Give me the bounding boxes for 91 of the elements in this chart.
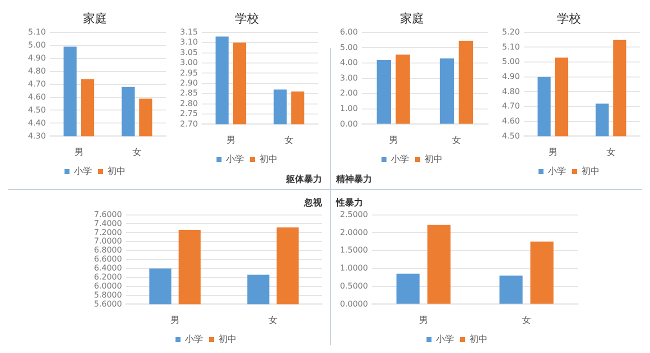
y-tick-label: 3.10 — [180, 38, 198, 47]
y-tick-label: 2.95 — [180, 68, 198, 78]
chart-title: 性暴力 — [335, 198, 363, 209]
legend-label: 小学 — [548, 166, 566, 177]
bar — [396, 54, 410, 124]
chart-title: 学校 — [235, 11, 259, 26]
y-tick-label: 5.00 — [340, 42, 358, 52]
x-tick-label: 男 — [548, 146, 558, 158]
legend-label: 初中 — [470, 334, 488, 345]
y-tick-label: 4.60 — [28, 92, 46, 102]
y-tick-label: 4.50 — [28, 105, 46, 114]
legend-label: 初中 — [582, 166, 600, 177]
legend-label: 小学 — [391, 154, 409, 165]
y-tick-label: 6.8000 — [94, 246, 122, 255]
y-tick-label: 2.85 — [180, 88, 198, 98]
y-tick-label: 6.4000 — [94, 264, 122, 273]
y-tick-label: 6.6000 — [94, 254, 122, 264]
y-tick-label: 2.5000 — [340, 210, 368, 219]
y-tick-label: 5.20 — [502, 27, 520, 36]
bar — [427, 224, 451, 304]
chart-title: 家庭 — [83, 11, 107, 26]
legend-label: 小学 — [74, 166, 92, 177]
y-tick-label: 4.70 — [502, 102, 520, 111]
text: 精神暴力 — [335, 174, 372, 185]
y-tick-label: 0.5000 — [340, 281, 368, 290]
legend-label: 小学 — [185, 334, 203, 345]
y-tick-label: 6.2000 — [94, 272, 122, 282]
legend-label: 小学 — [226, 154, 244, 165]
y-tick-label: 1.5000 — [340, 246, 368, 255]
legend-label: 初中 — [108, 166, 126, 177]
chart-title: 学校 — [557, 11, 581, 26]
legend-label: 初中 — [218, 334, 236, 345]
y-tick-label: 4.80 — [28, 66, 46, 76]
bar — [530, 242, 554, 304]
x-tick-label: 女 — [452, 134, 461, 146]
y-tick-label: 2.80 — [180, 98, 198, 108]
y-tick-label: 4.30 — [28, 131, 46, 140]
y-tick-label: 5.00 — [502, 57, 520, 66]
y-tick-label: 7.6000 — [94, 210, 122, 219]
x-tick-label: 女 — [268, 314, 278, 326]
chart-title: 忽视 — [303, 198, 323, 209]
y-tick-label: 7.0000 — [94, 236, 122, 246]
y-tick-label: 2.75 — [180, 109, 198, 118]
y-tick-label: 6.00 — [340, 27, 358, 36]
x-tick-label: 男 — [418, 314, 428, 326]
x-tick-label: 男 — [388, 134, 398, 146]
x-tick-label: 男 — [170, 314, 180, 326]
y-tick-label: 1.00 — [340, 104, 358, 113]
y-tick-label: 3.15 — [180, 27, 198, 36]
y-tick-label: 3.05 — [180, 48, 198, 57]
y-tick-label: 1.0000 — [340, 264, 368, 273]
y-tick-label: 7.4000 — [94, 218, 122, 228]
y-tick-label: 0.0000 — [340, 299, 368, 308]
x-tick-label: 女 — [522, 314, 531, 326]
bar — [396, 274, 420, 304]
y-tick-label: 4.50 — [502, 131, 520, 140]
y-tick-label: 4.80 — [502, 86, 520, 96]
bar — [499, 276, 523, 304]
bar — [376, 60, 391, 124]
legend-label: 初中 — [260, 154, 278, 165]
x-tick-label: 女 — [606, 146, 616, 158]
y-tick-label: 0.00 — [340, 119, 358, 128]
x-tick-label: 女 — [132, 146, 142, 158]
y-tick-label: 3.00 — [180, 58, 198, 68]
text: 躯体暴力 — [285, 174, 322, 185]
y-tick-label: 4.90 — [28, 53, 46, 62]
x-tick-label: 女 — [284, 134, 294, 146]
y-tick-label: 4.00 — [340, 58, 358, 68]
y-tick-label: 4.40 — [28, 118, 46, 128]
bar — [440, 58, 454, 124]
y-tick-label: 4.60 — [502, 116, 520, 126]
y-tick-label: 2.00 — [340, 88, 358, 98]
y-tick-label: 5.10 — [28, 27, 46, 36]
y-tick-label: 4.90 — [502, 72, 520, 81]
legend-label: 小学 — [436, 334, 454, 345]
y-tick-label: 4.70 — [28, 79, 46, 88]
y-tick-label: 5.10 — [502, 42, 520, 52]
y-tick-label: 2.90 — [180, 78, 198, 88]
y-tick-label: 5.00 — [28, 40, 46, 50]
y-tick-label: 2.0000 — [340, 228, 368, 237]
y-tick-label: 7.2000 — [94, 228, 122, 237]
x-tick-label: 男 — [226, 134, 236, 146]
y-tick-label: 3.00 — [340, 73, 358, 82]
chart-title: 家庭 — [400, 11, 424, 26]
x-tick-label: 男 — [74, 146, 84, 158]
y-tick-label: 5.8000 — [94, 290, 122, 300]
y-tick-label: 5.6000 — [94, 299, 122, 308]
y-tick-label: 2.70 — [180, 119, 198, 128]
y-tick-label: 6.0000 — [94, 281, 122, 290]
legend-label: 初中 — [424, 154, 442, 165]
bar — [458, 40, 474, 124]
